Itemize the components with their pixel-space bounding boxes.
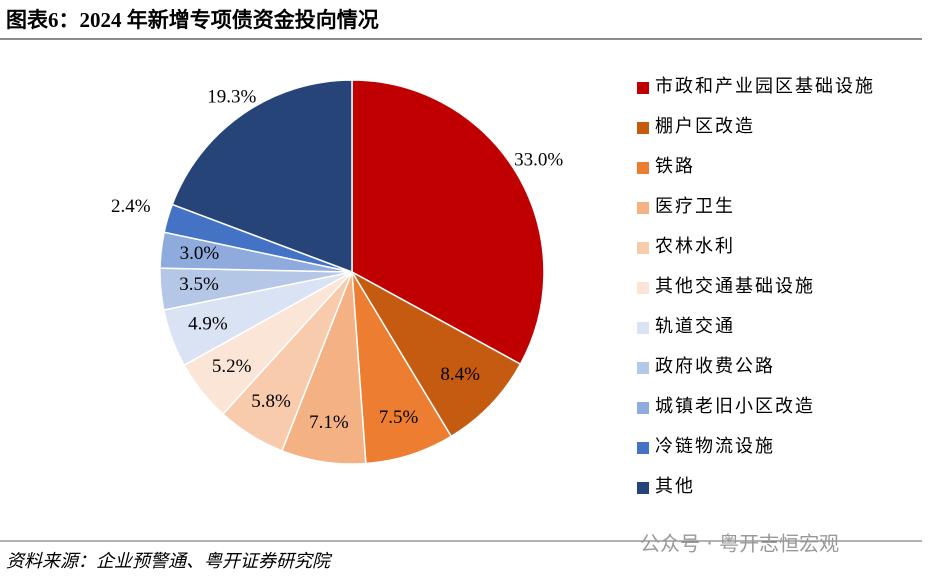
watermark: 公众号 · 粤开志恒宏观 [640, 532, 839, 556]
data-label: 7.5% [379, 407, 419, 428]
legend-swatch [637, 82, 649, 94]
legend-label: 冷链物流设施 [655, 436, 775, 456]
legend-swatch [637, 402, 649, 414]
data-label: 3.0% [180, 243, 220, 264]
source: 资料来源：企业预警通、粤开证券研究院 [6, 551, 333, 571]
legend-label: 医疗卫生 [655, 196, 735, 216]
legend-swatch [637, 282, 649, 294]
data-label: 5.8% [251, 391, 291, 412]
legend-label: 轨道交通 [655, 316, 735, 336]
legend-swatch [637, 482, 649, 494]
legend-label: 其他交通基础设施 [655, 276, 815, 296]
legend-label: 市政和产业园区基础设施 [655, 76, 875, 96]
data-label: 8.4% [440, 364, 480, 385]
legend-swatch [637, 242, 649, 254]
legend-swatch [637, 162, 649, 174]
pie-slice [171, 79, 353, 274]
legend-label: 棚户区改造 [655, 116, 755, 136]
data-label: 3.5% [179, 274, 219, 295]
data-label: 4.9% [188, 313, 228, 334]
legend-label: 政府收费公路 [655, 356, 775, 376]
legend-label: 铁路 [655, 156, 695, 176]
data-label: 19.3% [207, 87, 256, 108]
legend-label: 农林水利 [655, 236, 735, 256]
pie-slice [349, 270, 522, 438]
legend-swatch [637, 442, 649, 454]
chart-title: 图表6：2024 年新增专项债资金投向情况 [6, 8, 379, 32]
legend-swatch [637, 202, 649, 214]
legend-swatch [637, 362, 649, 374]
data-label: 7.1% [309, 412, 349, 433]
data-label: 2.4% [111, 196, 151, 217]
legend-swatch [637, 322, 649, 334]
data-label: 33.0% [514, 150, 563, 171]
legend-label: 其他 [655, 476, 695, 496]
legend-label: 城镇老旧小区改造 [655, 396, 815, 416]
legend-swatch [637, 122, 649, 134]
pie-slice [351, 79, 545, 366]
data-label: 5.2% [212, 356, 252, 377]
